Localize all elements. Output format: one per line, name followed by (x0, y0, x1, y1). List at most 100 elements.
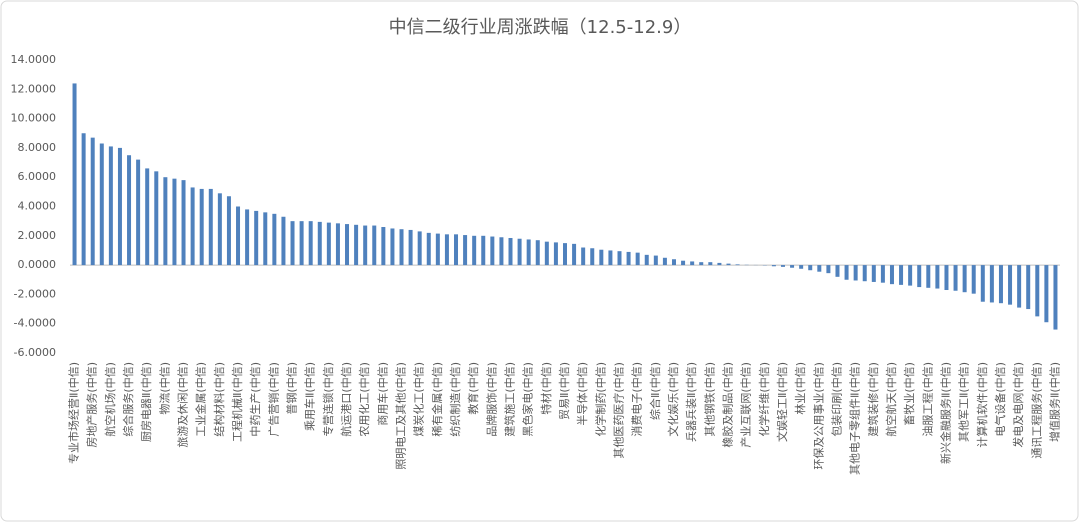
bar (381, 227, 386, 266)
y-tick-label: 12.0000 (11, 82, 57, 95)
bar (508, 237, 513, 266)
bar (690, 261, 695, 266)
bar (454, 234, 459, 266)
y-tick-label: 4.0000 (18, 200, 57, 213)
bar (308, 221, 313, 266)
x-tick-label: 产业互联网(中信) (739, 362, 753, 448)
bar (726, 263, 731, 266)
x-tick-label: 其他军工Ⅱ(中信) (958, 362, 971, 442)
x-tick-label: 畜牧业(中信) (902, 362, 916, 426)
x-tick-label: 新兴金融服务Ⅱ(中信) (938, 362, 952, 464)
bar (263, 212, 268, 266)
bar (635, 252, 640, 266)
x-tick-label: 消费电子(中信) (630, 362, 644, 437)
bar (435, 233, 440, 266)
bar (662, 257, 667, 266)
bar (590, 248, 595, 266)
bar (154, 171, 159, 266)
bar (953, 265, 958, 291)
y-tick-label: -4.0000 (14, 317, 56, 330)
bar (889, 265, 894, 285)
bar (472, 235, 477, 266)
x-tick-label: 文娱轻工Ⅱ(中信) (775, 362, 789, 442)
y-tick-label: -2.0000 (14, 287, 56, 300)
bar (717, 262, 722, 266)
bar (408, 229, 413, 266)
bar (935, 265, 940, 289)
bar (145, 168, 150, 266)
bar (626, 251, 631, 266)
x-tick-label: 化学纤维(中信) (757, 362, 771, 437)
x-tick-label: 厨房电器Ⅱ(中信) (140, 362, 153, 442)
x-tick-label: 纺织制造(中信) (448, 362, 462, 437)
bar (290, 221, 295, 266)
x-tick-label: 中药生产(中信) (248, 362, 262, 437)
x-tick-label: 教育(中信) (466, 362, 480, 415)
bar (345, 224, 350, 266)
x-tick-label: 航运港口(中信) (339, 362, 353, 437)
x-tick-label: 建筑装修(中信) (866, 362, 880, 437)
bar (617, 251, 622, 266)
x-tick-label: 工程机械Ⅱ(中信) (230, 362, 244, 442)
bar (653, 255, 658, 266)
bar (499, 237, 504, 266)
bar (199, 188, 204, 266)
x-tick-label: 贸易Ⅱ(中信) (558, 362, 571, 420)
x-tick-label: 煤炭化工(中信) (412, 362, 426, 437)
bar (599, 249, 604, 266)
bar (1017, 265, 1022, 308)
bar (544, 241, 549, 266)
bar (81, 133, 86, 266)
x-tick-label: 其他钢铁(中信) (703, 362, 716, 437)
y-tick-label: 10.0000 (11, 112, 57, 125)
x-tick-label: 普钢(中信) (285, 362, 299, 415)
x-tick-label: 综合Ⅱ(中信) (648, 362, 662, 420)
y-tick-label: 8.0000 (18, 141, 57, 154)
bar (217, 193, 222, 266)
x-tick-label: 通讯工程服务(中信) (1030, 362, 1043, 459)
bar (417, 231, 422, 266)
bar (835, 265, 840, 277)
bar (572, 243, 577, 266)
bar (944, 265, 949, 291)
x-tick-label: 航空航天(中信) (884, 362, 898, 437)
bar (780, 265, 785, 267)
bar (272, 213, 277, 266)
bar (771, 265, 776, 267)
bar (317, 221, 322, 266)
x-tick-label: 化学制药(中信) (593, 362, 607, 437)
bar (608, 250, 613, 266)
x-tick-label: 品牌服饰(中信) (484, 362, 498, 437)
bar (708, 262, 713, 266)
bar (281, 216, 286, 266)
bar (354, 224, 359, 266)
bar (871, 265, 876, 282)
bar (99, 143, 104, 266)
x-tick-label: 电气设备(中信) (993, 362, 1007, 437)
bar (644, 254, 649, 266)
bar (90, 137, 95, 266)
x-tick-label: 橡胶及制品(中信) (720, 362, 734, 448)
bar (208, 188, 213, 266)
bar (526, 239, 531, 266)
bar (117, 147, 122, 266)
bar (254, 210, 259, 266)
bar (444, 234, 449, 266)
x-tick-label: 旅游及休闲(中信) (176, 362, 190, 448)
bar (72, 83, 77, 266)
bar (108, 146, 113, 266)
bar (535, 240, 540, 266)
bar (463, 235, 468, 266)
x-tick-label: 专业市场经营Ⅱ(中信) (67, 362, 81, 464)
bar (163, 177, 168, 266)
x-tick-label: 增值服务Ⅱ(中信) (1047, 362, 1061, 442)
bar (989, 265, 994, 303)
bar (245, 209, 250, 266)
bar (908, 265, 913, 286)
bar (236, 206, 241, 266)
bar (1053, 265, 1058, 330)
x-tick-label: 半导体(中信) (575, 362, 589, 426)
bar (390, 228, 395, 266)
x-tick-label: 稀有金属(中信) (430, 362, 444, 437)
